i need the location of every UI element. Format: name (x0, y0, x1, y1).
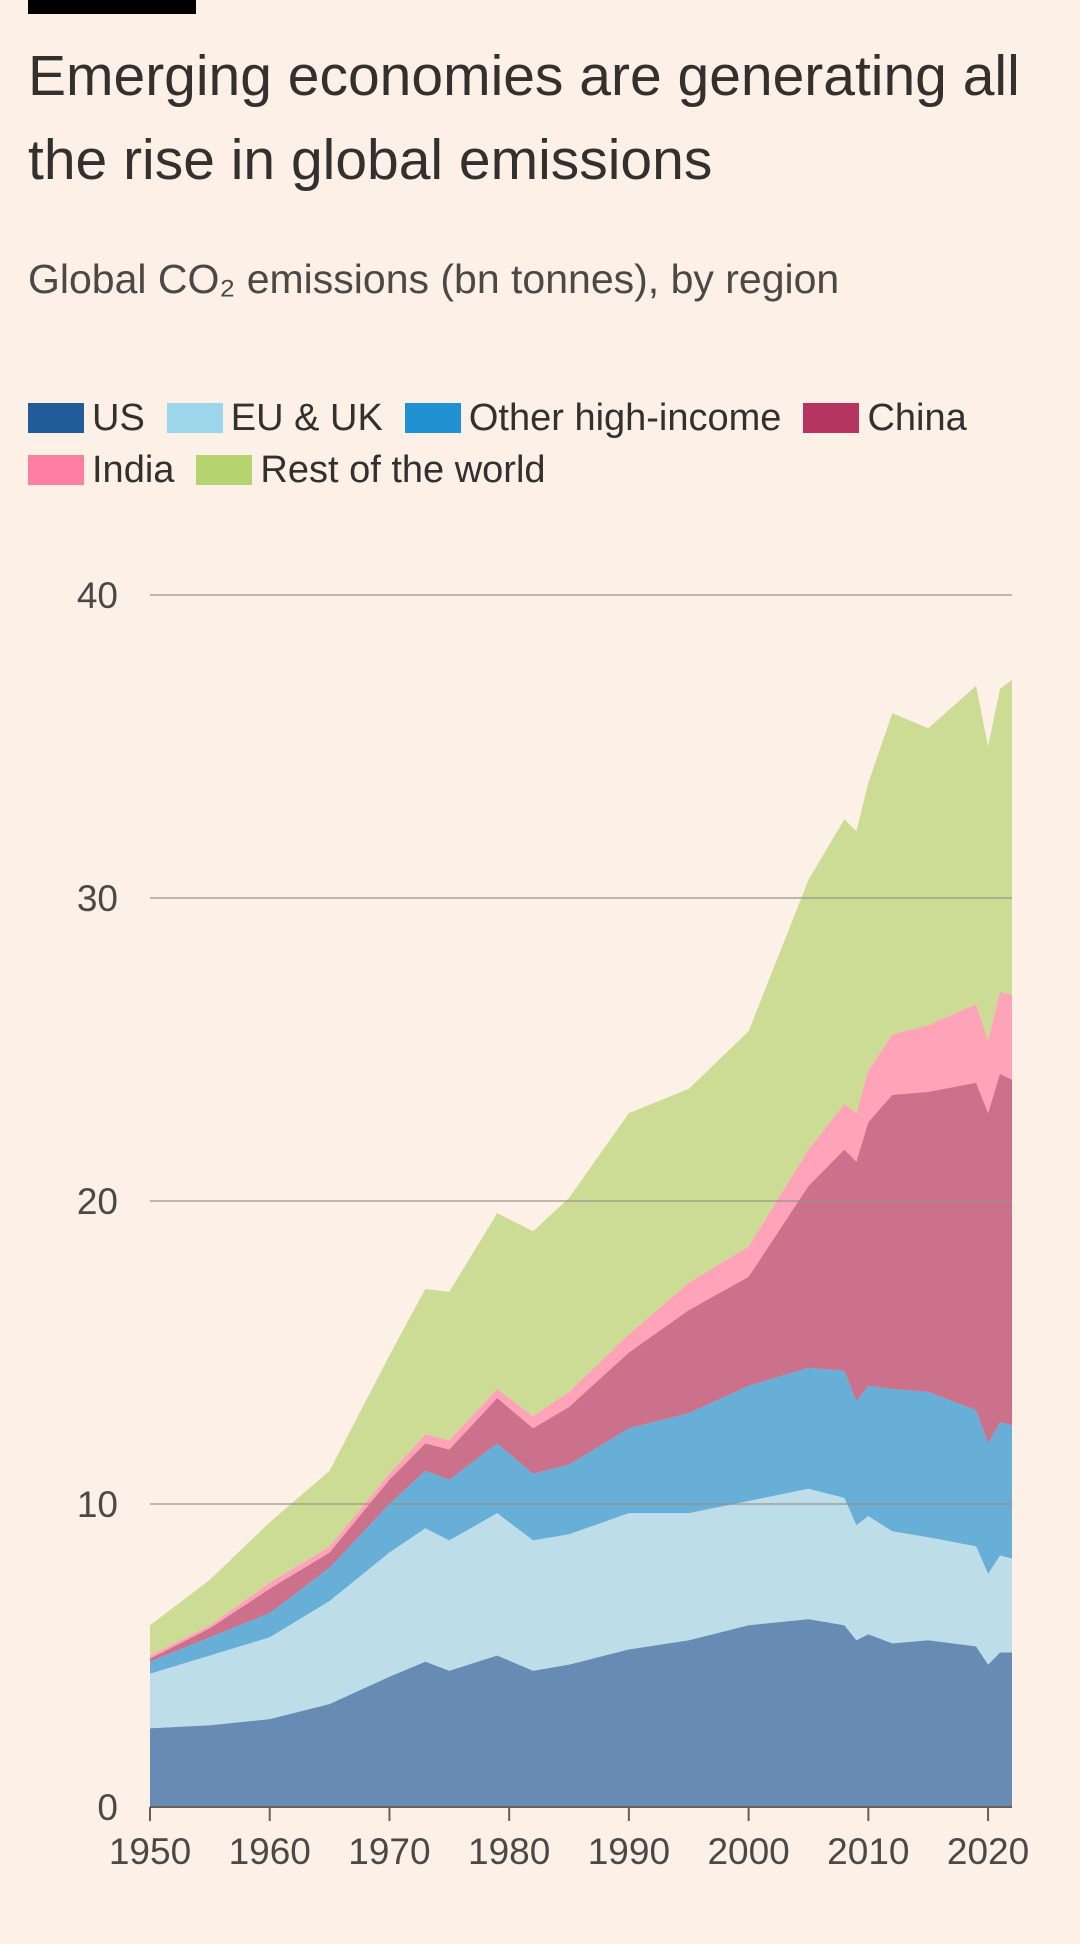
y-tick-label-40: 40 (77, 575, 118, 616)
legend-item-us: US (28, 397, 145, 440)
x-tick-label-1970: 1970 (348, 1831, 430, 1872)
chart-subtitle: Global CO₂ emissions (bn tonnes), by reg… (28, 256, 840, 302)
legend-item-rest-of-world: Rest of the world (196, 448, 546, 492)
y-tick-label-20: 20 (77, 1181, 118, 1222)
legend-item-india: India (28, 449, 174, 492)
legend-row-1: US EU & UK Other high-income China (28, 392, 1048, 444)
legend-swatch-other-high-income (404, 403, 461, 433)
legend-label-us: US (92, 396, 145, 439)
x-tick-label-1980: 1980 (468, 1831, 550, 1872)
legend-label-rest-of-world: Rest of the world (260, 448, 546, 491)
stacked-area-chart: 0 10 20 30 40 1950 1960 1970 1980 1990 2000 2010 202… (77, 575, 1029, 1872)
area-eu-uk (150, 1488, 1012, 1729)
legend-item-other-high-income: Other high-income (404, 396, 782, 440)
header-accent-bar (28, 0, 196, 14)
legend-swatch-china (803, 403, 860, 433)
area-china (150, 1073, 1012, 1662)
legend-swatch-eu-uk (166, 403, 223, 433)
legend-swatch-india (28, 455, 84, 485)
legend-swatch-rest-of-world (196, 455, 253, 485)
legend-swatch-us (28, 403, 84, 433)
legend-label-china: China (867, 396, 967, 439)
area-india (150, 991, 1012, 1659)
chart-title: Emerging economies are generating all th… (28, 44, 1020, 192)
legend-item-china: China (803, 396, 967, 440)
legend-label-other-high-income: Other high-income (468, 396, 782, 439)
x-tick-label-1960: 1960 (229, 1831, 311, 1872)
x-tick-label-1950: 1950 (109, 1831, 191, 1872)
legend-item-eu-uk: EU & UK (166, 396, 383, 440)
area-us (150, 1619, 1012, 1807)
y-tick-label-30: 30 (77, 878, 118, 919)
legend-label-eu-uk: EU & UK (230, 396, 383, 439)
y-tick-label-10: 10 (77, 1484, 118, 1525)
x-tick-label-2000: 2000 (707, 1831, 789, 1872)
chart-legend: US EU & UK Other high-income China India… (28, 392, 1048, 496)
area-rest-of-the-world (150, 679, 1012, 1656)
legend-row-2: India Rest of the world (28, 444, 1048, 496)
area-other-high-income (150, 1367, 1012, 1674)
x-tick-label-2020: 2020 (947, 1831, 1029, 1872)
legend-label-india: India (92, 448, 175, 491)
y-tick-label-0: 0 (97, 1787, 118, 1828)
x-tick-label-2010: 2010 (827, 1831, 909, 1872)
x-tick-label-1990: 1990 (588, 1831, 670, 1872)
